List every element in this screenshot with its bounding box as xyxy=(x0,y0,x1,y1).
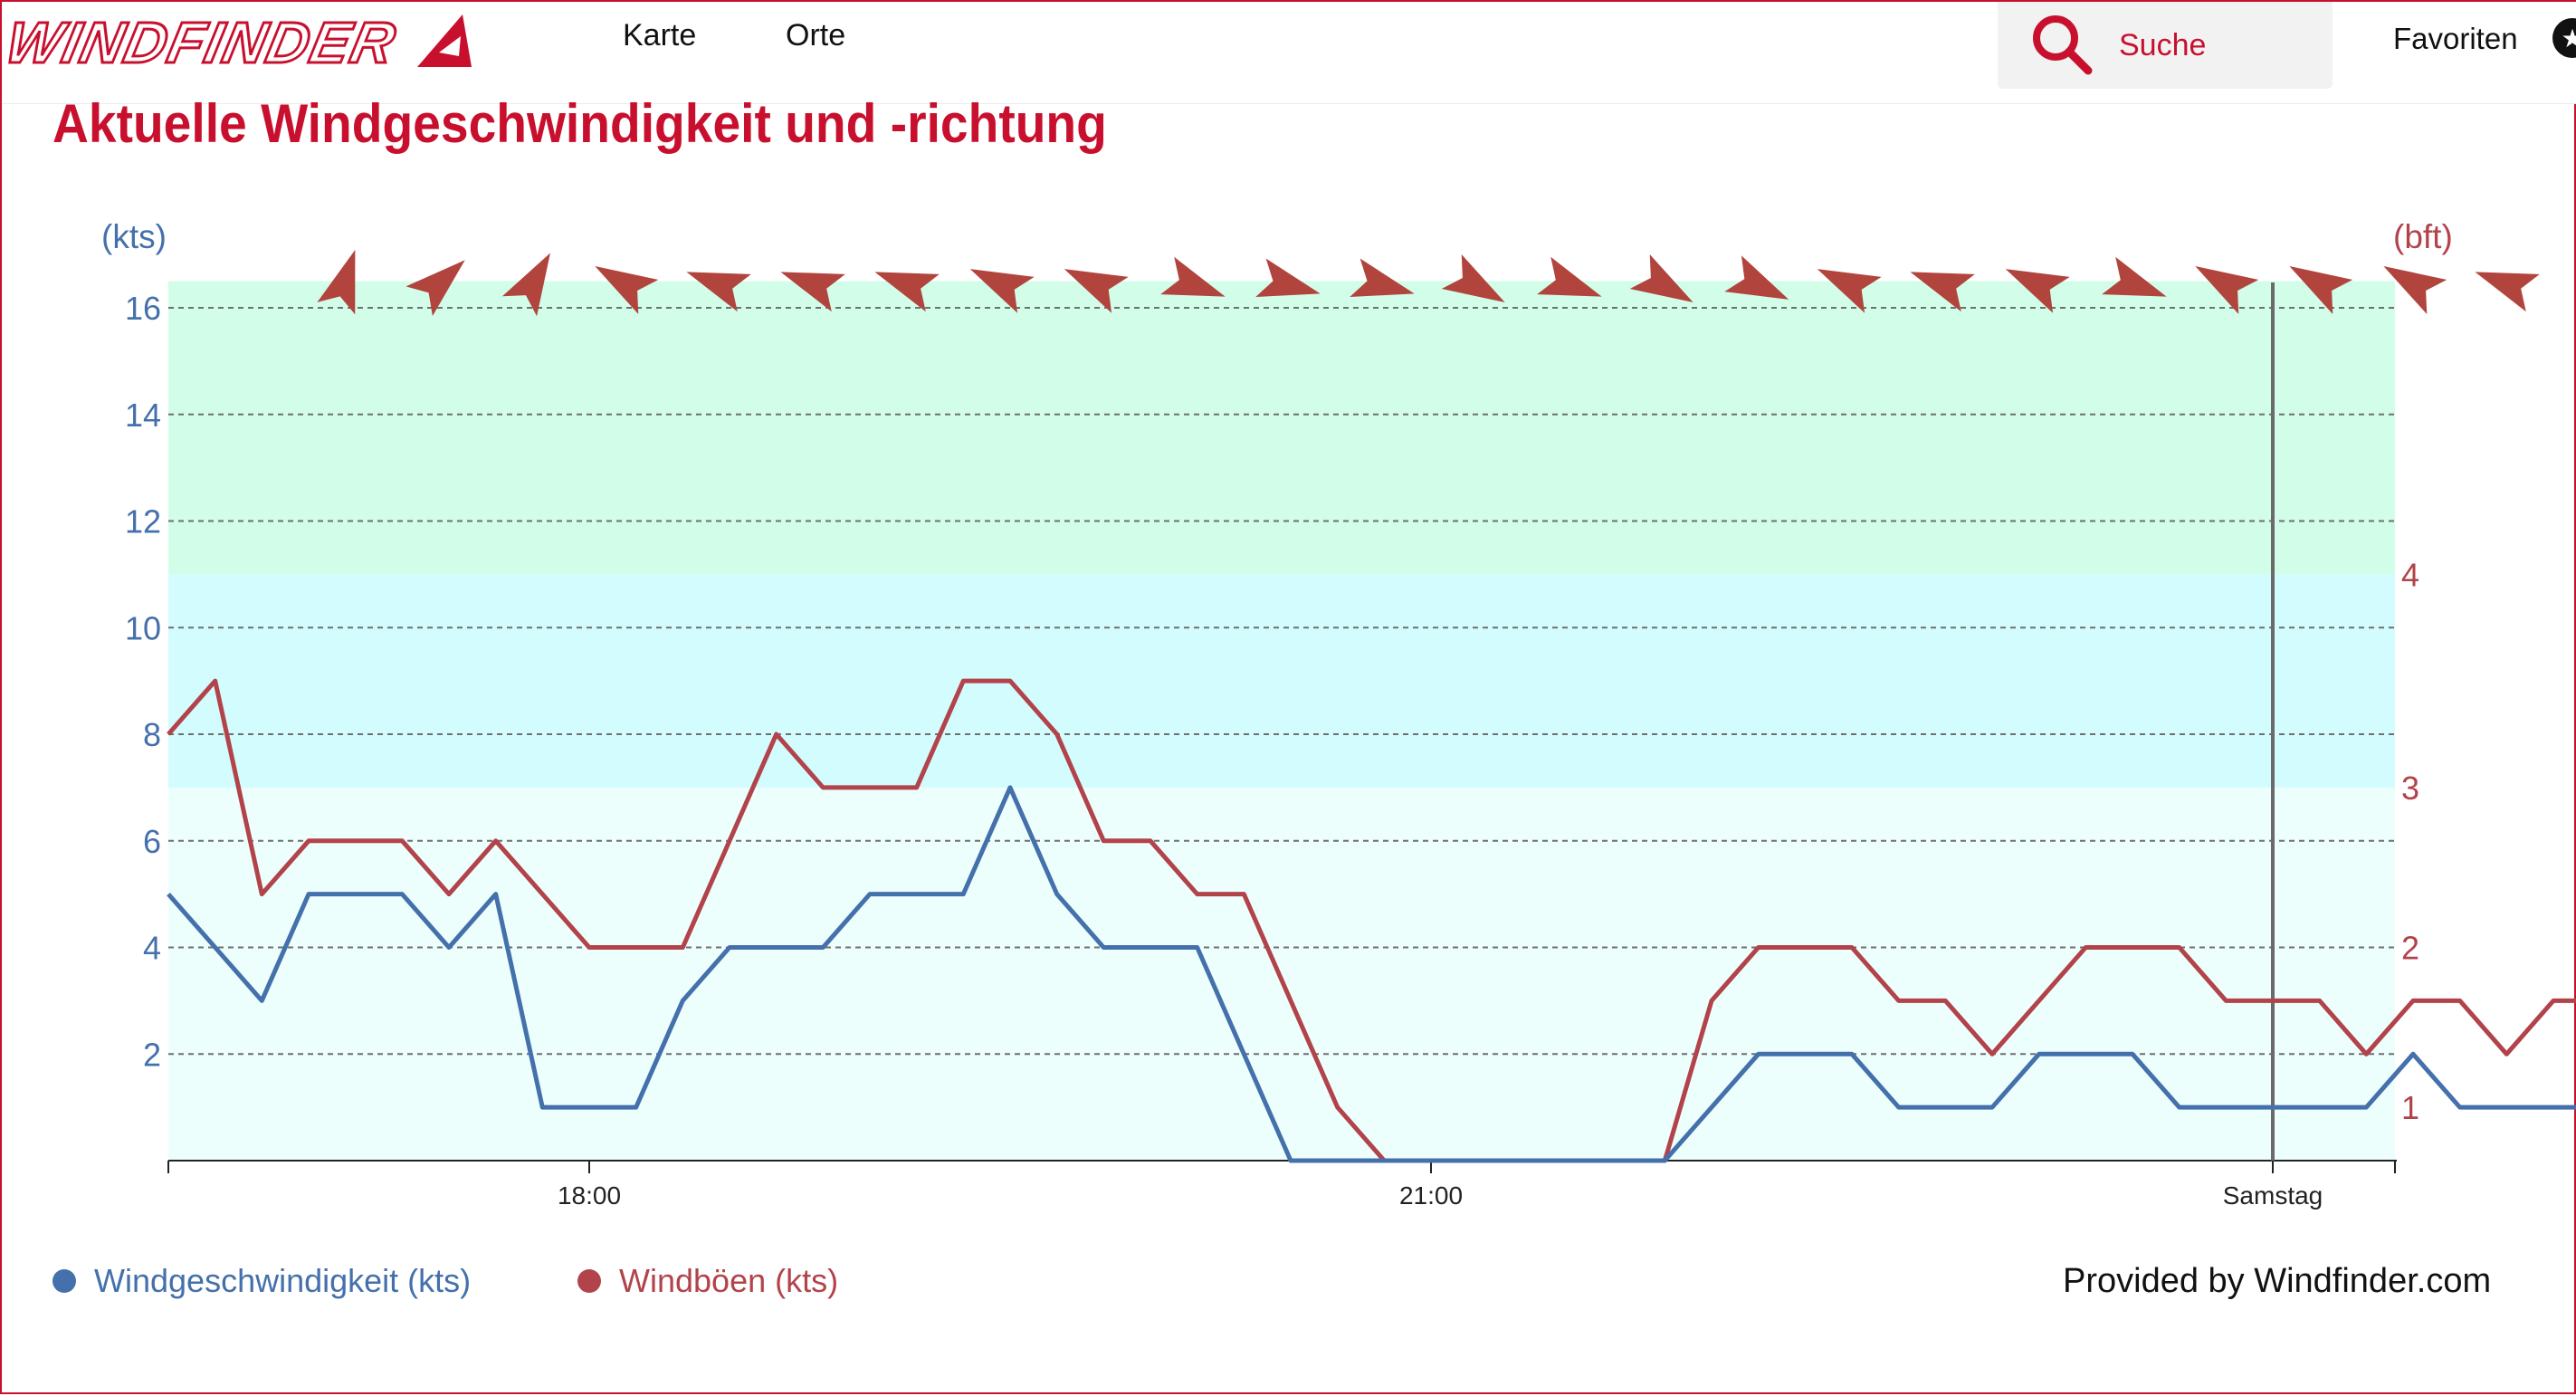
wind-direction-arrow-icon xyxy=(1910,272,1975,312)
wind-direction-arrow-icon xyxy=(1629,253,1693,302)
arrow-shape xyxy=(2005,269,2070,313)
windfinder-logo[interactable]: WINDFINDER xyxy=(0,9,514,77)
x-tick-label: 18:00 xyxy=(558,1181,621,1210)
y-tick-label: 16 xyxy=(125,290,161,327)
arrow-shape xyxy=(1537,256,1602,297)
wind-direction-arrow-icon xyxy=(2195,266,2259,315)
y-tick-label: 6 xyxy=(143,823,161,860)
wind-direction-arrow-icon xyxy=(2475,272,2540,312)
y-tick-label: 8 xyxy=(143,716,161,753)
wind-direction-arrow-icon xyxy=(1350,258,1415,298)
wind-direction-arrow-icon xyxy=(1817,269,1882,313)
wind-direction-arrow-icon xyxy=(2289,266,2353,315)
wind-direction-arrow-icon xyxy=(780,272,845,312)
y-tick-label: 2 xyxy=(143,1036,161,1073)
nav-link-karte[interactable]: Karte xyxy=(623,18,697,53)
beaufort-tick-label: 3 xyxy=(2401,770,2419,807)
arrow-shape xyxy=(1817,269,1882,313)
beaufort-tick-label: 2 xyxy=(2401,930,2419,967)
arrow-shape xyxy=(501,253,550,317)
wind-direction-arrow-icon xyxy=(1160,256,1226,297)
arrow-shape xyxy=(1910,272,1975,312)
arrow-shape xyxy=(595,266,659,315)
legend-item-gust[interactable]: Windböen (kts) xyxy=(577,1262,838,1300)
wind-direction-arrow-icon xyxy=(1724,255,1789,300)
nav-link-orte[interactable]: Orte xyxy=(786,18,846,53)
gust-line xyxy=(167,678,2576,1163)
arrow-shape xyxy=(2102,256,2167,297)
legend-label-gust: Windböen (kts) xyxy=(619,1262,839,1299)
wind-direction-arrow-icon xyxy=(686,272,751,312)
y-tick-label: 4 xyxy=(143,930,161,967)
arrow-shape xyxy=(874,272,940,312)
legend-marker-gust xyxy=(577,1269,601,1293)
arrow-shape xyxy=(317,249,356,315)
arrow-shape xyxy=(1350,258,1415,298)
zone-light xyxy=(168,574,2395,788)
wind-direction-arrow-icon xyxy=(1255,258,1321,298)
arrow-shape xyxy=(2289,266,2353,315)
provider-credit[interactable]: Provided by Windfinder.com xyxy=(2063,1262,2492,1300)
wind-direction-arrow-icon xyxy=(501,253,550,317)
x-tick-label: Samstag xyxy=(2223,1181,2323,1210)
y-axis-label-bft: (bft) xyxy=(2393,218,2453,255)
y-tick-label: 10 xyxy=(125,609,161,646)
top-navigation-bar: WINDFINDER Karte Orte Suche Favoriten ★ xyxy=(0,2,2576,104)
zone-moderate xyxy=(168,281,2395,575)
beaufort-tick-label: 4 xyxy=(2401,556,2419,593)
arrow-shape xyxy=(1724,255,1789,300)
arrow-shape xyxy=(405,260,465,317)
windfinder-kite-icon xyxy=(416,14,472,67)
y-axis-label-kts: (kts) xyxy=(101,218,167,255)
legend-item-speed[interactable]: Windgeschwindigkeit (kts) xyxy=(52,1262,471,1300)
legend-label-speed: Windgeschwindigkeit (kts) xyxy=(94,1262,472,1299)
wind-direction-arrow-icon xyxy=(317,249,356,315)
arrow-shape xyxy=(1064,269,1129,313)
wind-direction-arrow-icon xyxy=(969,269,1035,313)
y-tick-label: 12 xyxy=(125,503,161,540)
y-tick-label: 14 xyxy=(125,397,161,434)
wind-direction-arrow-icon xyxy=(2383,266,2447,315)
wind-direction-arrow-icon xyxy=(874,272,940,312)
arrow-shape xyxy=(1441,253,1505,302)
wind-direction-arrow-icon xyxy=(1441,253,1505,302)
favorites-link[interactable]: Favoriten xyxy=(2393,22,2518,55)
legend-marker-speed xyxy=(52,1269,76,1293)
arrow-shape xyxy=(1160,256,1226,297)
search-label: Suche xyxy=(2119,27,2207,62)
wind-direction-arrow-icon xyxy=(1064,269,1129,313)
wind-direction-arrow-icon xyxy=(2102,256,2167,297)
search-icon xyxy=(2033,15,2093,75)
arrow-shape xyxy=(2383,266,2447,315)
arrow-shape xyxy=(1255,258,1321,298)
wind-direction-arrow-icon xyxy=(405,260,465,317)
speed-line xyxy=(167,785,2576,1163)
search-button[interactable]: Suche xyxy=(1998,2,2333,89)
arrow-shape xyxy=(2475,272,2540,312)
arrow-shape xyxy=(1629,253,1693,302)
wind-direction-arrow-icon xyxy=(595,266,659,315)
arrow-shape xyxy=(686,272,751,312)
x-tick-label: 21:00 xyxy=(1399,1181,1463,1210)
chart-title: Aktuelle Windgeschwindigkeit und -richtu… xyxy=(52,93,1107,154)
arrow-shape xyxy=(2195,266,2259,315)
wind-direction-arrow-icon xyxy=(2005,269,2070,313)
beaufort-tick-label: 1 xyxy=(2401,1089,2419,1126)
wind-direction-arrow-icon xyxy=(1537,256,1602,297)
arrow-shape xyxy=(969,269,1035,313)
arrow-shape xyxy=(780,272,845,312)
